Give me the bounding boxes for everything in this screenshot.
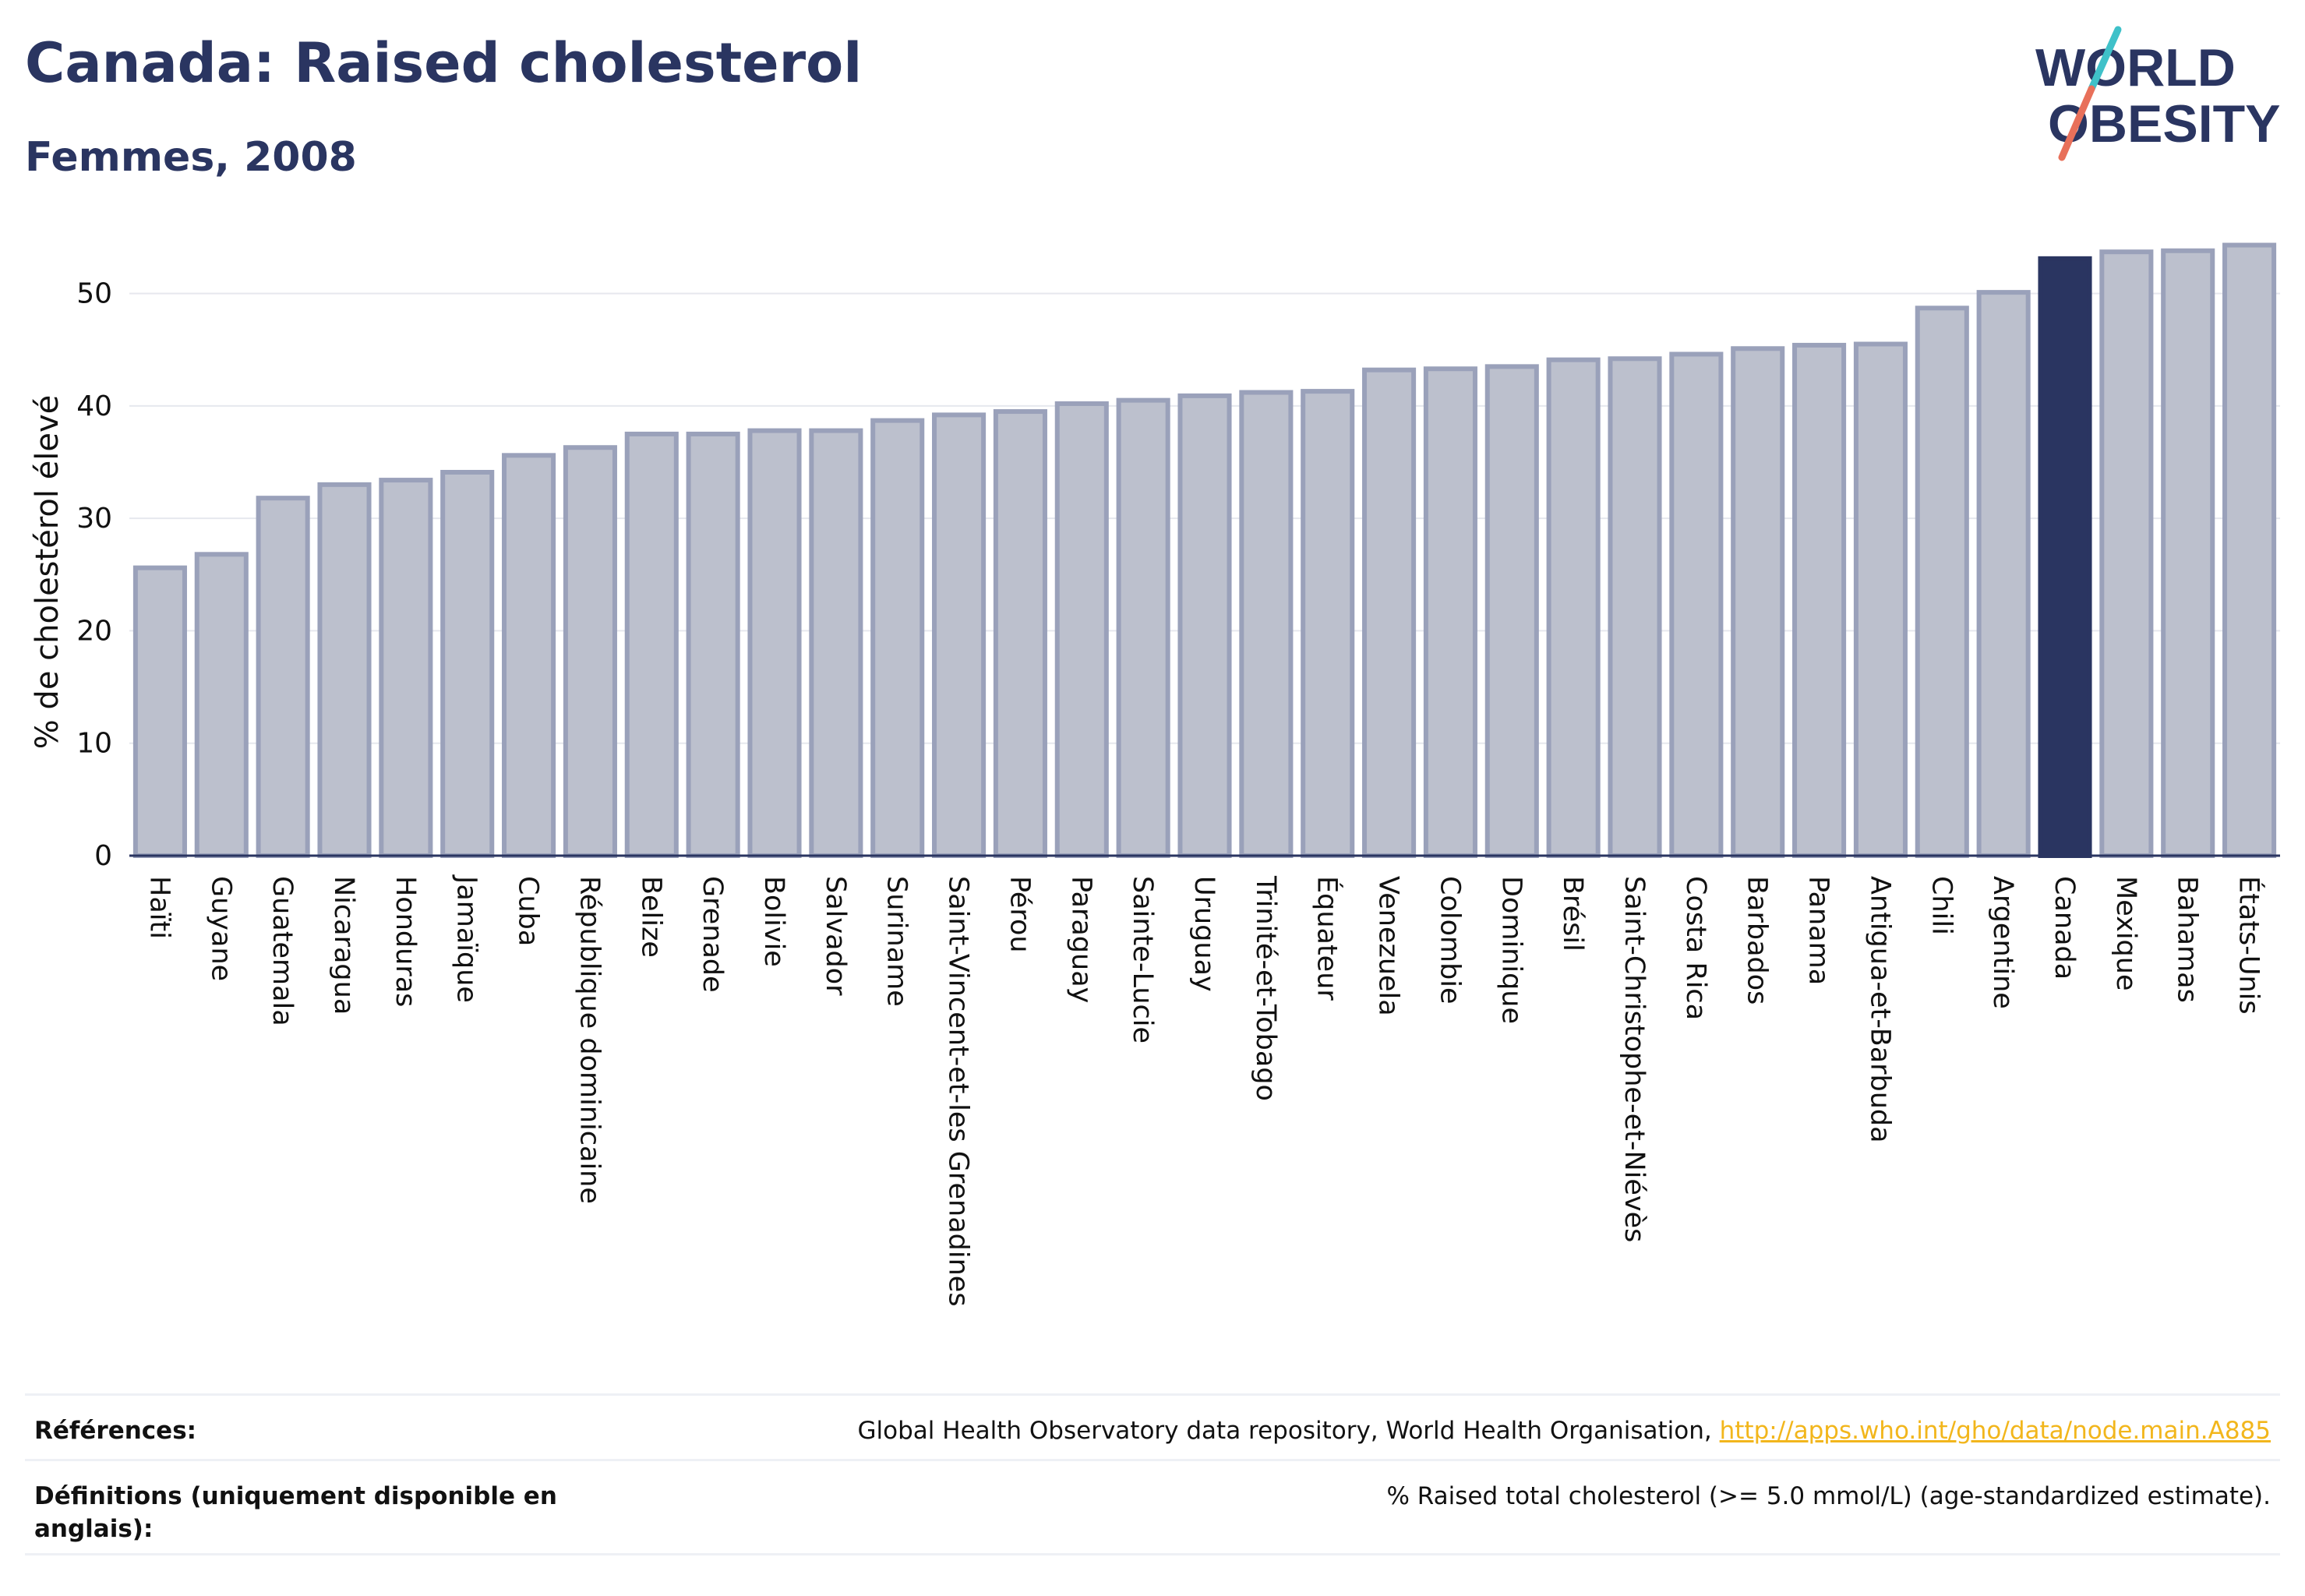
x-tick-label: Haïti xyxy=(143,876,175,939)
x-tick-label: Saint-Christophe-et-Niévès xyxy=(1618,876,1650,1242)
y-tick-label: 10 xyxy=(76,728,112,760)
x-tick-label: Canada xyxy=(2049,876,2080,980)
x-tick-label: Argentine xyxy=(1987,876,2018,1009)
x-tick-label: Suriname xyxy=(881,876,912,1007)
x-tick-label: Bolivie xyxy=(758,876,789,967)
bar xyxy=(256,496,310,859)
x-tick-label: Chili xyxy=(1926,876,1957,935)
bar xyxy=(932,412,987,858)
bar xyxy=(1484,364,1539,859)
x-tick-label: Saint-Vincent-et-les Grenadines xyxy=(943,876,974,1307)
x-tick-label: Uruguay xyxy=(1188,876,1220,992)
logo-line1: WORLD xyxy=(2035,38,2236,97)
x-tick-label: Barbados xyxy=(1742,876,1773,1005)
bar xyxy=(2161,248,2215,858)
sources-value: Global Health Observatory data repositor… xyxy=(858,1414,2271,1447)
bar xyxy=(502,453,556,858)
x-tick-label: Paraguay xyxy=(1065,876,1096,1003)
logo-accent-teal xyxy=(2088,26,2122,93)
bar xyxy=(1669,351,1724,858)
sources-row: Références: Global Health Observatory da… xyxy=(25,1393,2280,1459)
x-tick-label: Belize xyxy=(635,876,666,958)
chart-title: Canada: Raised cholesterol xyxy=(25,31,863,95)
bar xyxy=(993,409,1047,858)
bar xyxy=(379,478,433,858)
bar xyxy=(440,469,495,858)
x-tick-label: Nicaragua xyxy=(328,876,359,1015)
chart-subtitle: Femmes, 2008 xyxy=(25,134,357,181)
x-tick-label: Guyane xyxy=(205,876,236,981)
x-tick-label: Cuba xyxy=(513,876,544,946)
bar xyxy=(1546,357,1601,858)
bar xyxy=(1177,393,1232,859)
x-tick-label: Guatemala xyxy=(267,876,298,1026)
bar xyxy=(1976,290,2031,858)
bar xyxy=(1608,356,1662,858)
bar xyxy=(1792,342,1847,858)
bar xyxy=(1853,341,1908,858)
x-tick-label: Dominique xyxy=(1495,876,1527,1024)
definitions-label: Définitions (uniquement disponible en an… xyxy=(34,1482,557,1543)
bar xyxy=(2038,256,2092,859)
x-tick-label: Colombie xyxy=(1434,876,1465,1005)
bar xyxy=(132,565,187,859)
x-tick-label: Antigua-et-Barbuda xyxy=(1864,876,1895,1143)
bar xyxy=(2222,242,2277,858)
x-tick-label: Trinité-et-Tobago xyxy=(1250,875,1281,1101)
x-tick-label: Brésil xyxy=(1557,876,1588,952)
y-axis-label: % de cholestérol élevé xyxy=(30,395,65,750)
y-tick-label: 40 xyxy=(76,390,112,422)
bar xyxy=(1116,397,1170,858)
y-tick-label: 0 xyxy=(94,840,112,872)
bar xyxy=(1423,366,1477,858)
world-obesity-logo: WORLD OBESITY xyxy=(2035,26,2281,161)
x-tick-label: Honduras xyxy=(390,876,421,1007)
x-tick-label: Grenade xyxy=(697,876,728,993)
y-tick-label: 20 xyxy=(76,615,112,647)
bar xyxy=(686,431,740,858)
x-tick-label: Costa Rica xyxy=(1680,876,1711,1020)
sources-label: Références: xyxy=(34,1417,197,1445)
bar xyxy=(870,418,925,858)
bar-chart: 0 10 20 30 40 50 % de cholestérol élevé Haïti Gu… xyxy=(30,242,2280,1307)
bar xyxy=(1915,305,1969,859)
x-tick-label: Salvador xyxy=(820,876,851,996)
x-tick-label: Mexique xyxy=(2110,876,2141,991)
bar xyxy=(563,445,617,858)
bar xyxy=(1731,346,1785,858)
definitions-value: % Raised total cholesterol (>= 5.0 mmol/… xyxy=(1386,1482,2271,1510)
x-tick-label: République dominicaine xyxy=(574,876,605,1204)
x-tick-label: Bahamas xyxy=(2172,876,2203,1003)
sources-text: Global Health Observatory data repositor… xyxy=(857,1417,1720,1445)
references-table: Références: Global Health Observatory da… xyxy=(25,1393,2280,1555)
logo-accent-coral xyxy=(2058,85,2095,161)
bar xyxy=(747,428,802,858)
bar xyxy=(194,552,249,858)
bar xyxy=(1239,390,1294,858)
definitions-row: Définitions (uniquement disponible en an… xyxy=(25,1459,2280,1555)
y-tick-label: 50 xyxy=(76,278,112,310)
sources-link[interactable]: http://apps.who.int/gho/data/node.main.A… xyxy=(1719,1417,2271,1445)
x-tick-label: Pérou xyxy=(1004,876,1035,953)
bar xyxy=(1301,389,1355,859)
x-tick-label: Équateur xyxy=(1311,876,1344,1001)
bar xyxy=(809,428,863,858)
bar xyxy=(1054,401,1109,858)
x-tick-label: Venezuela xyxy=(1373,876,1404,1016)
bar xyxy=(1362,367,1417,858)
x-tick-label: Jamaïque xyxy=(451,874,482,1003)
bar xyxy=(2099,249,2154,858)
bar xyxy=(624,431,679,858)
x-tick-label: États-Unis xyxy=(2233,876,2266,1015)
y-tick-label: 30 xyxy=(76,503,112,535)
x-tick-label: Panama xyxy=(1803,876,1834,985)
x-tick-label: Sainte-Lucie xyxy=(1127,876,1158,1043)
bar xyxy=(317,482,372,858)
